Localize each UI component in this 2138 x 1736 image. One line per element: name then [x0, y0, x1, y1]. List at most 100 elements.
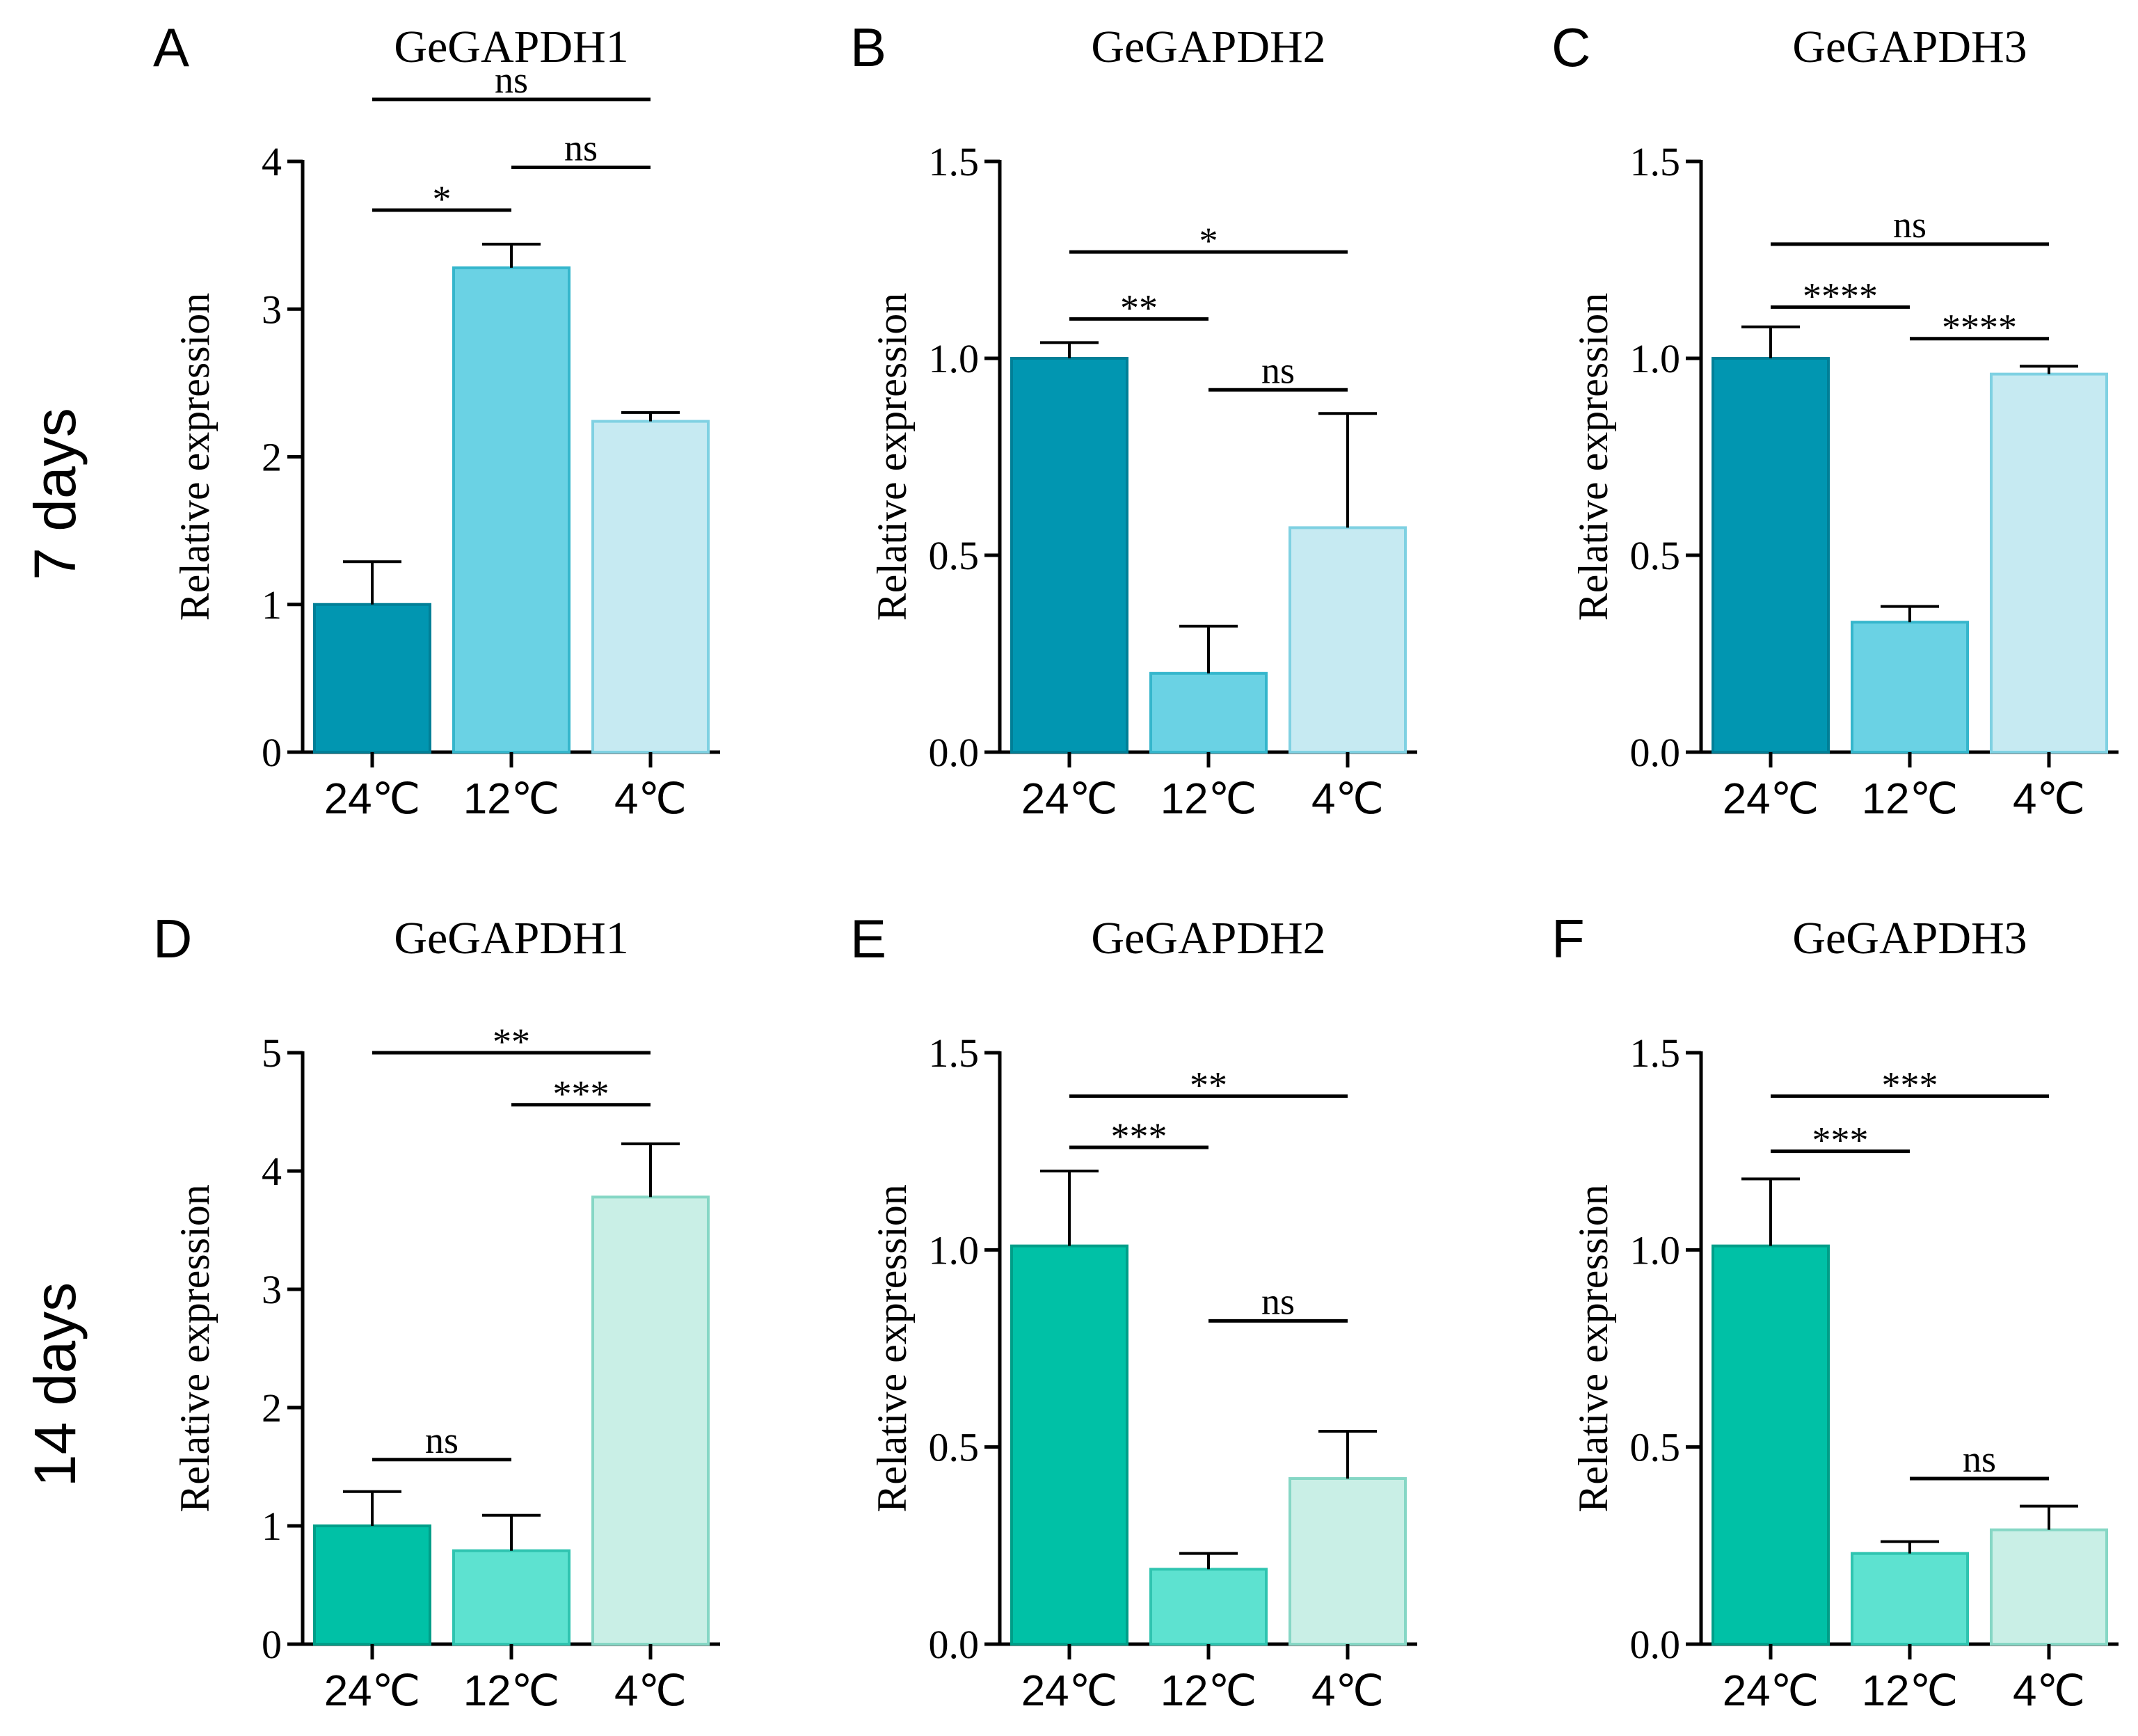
y-tick-label: 0.0 — [929, 1622, 980, 1667]
y-tick-label: 2 — [262, 1385, 282, 1431]
y-tick-label: 3 — [262, 1267, 282, 1312]
panel-c: C GeGAPDH3 0.0 0.5 1.0 1.5 Relative expression… — [1551, 17, 2119, 823]
panel-title: GeGAPDH1 — [394, 913, 628, 964]
significance-label: *** — [1111, 1115, 1167, 1157]
y-axis-title: Relative expression — [869, 293, 915, 621]
panel-title: GeGAPDH2 — [1091, 913, 1325, 964]
significance-label: *** — [1812, 1120, 1869, 1161]
significance-label: ** — [1190, 1064, 1227, 1106]
row-label: 14 days — [22, 1282, 88, 1487]
bar — [1010, 1244, 1128, 1646]
bar — [1712, 357, 1830, 754]
bar — [313, 1524, 431, 1646]
panel-f: F GeGAPDH3 0.0 0.5 1.0 1.5 Relative expression… — [1551, 908, 2119, 1715]
y-tick-label: 4 — [262, 1149, 282, 1194]
x-tick-label: 12℃ — [1862, 1667, 1958, 1715]
row-labels: 7 days 14 days — [22, 408, 88, 1487]
x-tick-label: 4℃ — [1311, 1667, 1384, 1715]
significance-label: ns — [495, 59, 528, 101]
x-tick-label: 12℃ — [463, 775, 560, 823]
y-axis-title: Relative expression — [1570, 293, 1616, 621]
significance-label: ns — [564, 127, 598, 168]
significance-label: ns — [1963, 1438, 1996, 1480]
bar — [1851, 1552, 1969, 1646]
bar — [591, 1195, 710, 1646]
y-tick-label: 1.5 — [929, 139, 980, 184]
y-axis-title: Relative expression — [172, 1184, 218, 1513]
significance-label: **** — [1942, 307, 2017, 349]
panel-letter: A — [153, 17, 189, 78]
panel-title: GeGAPDH3 — [1792, 22, 2027, 72]
panel-d: D GeGAPDH1 0 1 2 3 4 5 Relative expression 24℃ 12℃… — [153, 908, 720, 1715]
y-tick-label: 1.5 — [929, 1030, 980, 1076]
bar — [1149, 671, 1268, 754]
panel-title: GeGAPDH3 — [1792, 913, 2027, 964]
x-tick-label: 4℃ — [2013, 775, 2085, 823]
y-tick-label: 2 — [262, 435, 282, 480]
y-axis-title: Relative expression — [1570, 1184, 1616, 1513]
y-tick-label: 0.0 — [929, 730, 980, 775]
significance-label: ns — [1261, 349, 1295, 391]
y-axis-title: Relative expression — [869, 1184, 915, 1513]
x-tick-label: 4℃ — [1311, 775, 1384, 823]
y-tick-label: 0.5 — [929, 1425, 980, 1470]
x-tick-label: 24℃ — [1021, 775, 1118, 823]
significance-label: ** — [493, 1021, 530, 1062]
y-tick-label: 1.0 — [1630, 1227, 1681, 1273]
bar — [1289, 526, 1407, 754]
bar — [1990, 372, 2108, 754]
x-tick-label: 4℃ — [614, 775, 687, 823]
bar — [591, 420, 710, 754]
bar — [313, 603, 431, 754]
y-tick-label: 1 — [262, 582, 282, 628]
y-tick-label: 5 — [262, 1030, 282, 1076]
panel-b: B GeGAPDH2 0.0 0.5 1.0 1.5 Relative expression… — [850, 17, 1417, 823]
bar — [452, 266, 571, 754]
y-tick-label: 0.0 — [1630, 1622, 1681, 1667]
bar — [1851, 621, 1969, 754]
significance-label: ns — [1261, 1280, 1295, 1322]
panel-e: E GeGAPDH2 0.0 0.5 1.0 1.5 Relative expression… — [850, 908, 1417, 1715]
panel-a: A GeGAPDH1 0 1 2 3 4 Relative expression 24℃ 12℃ 4… — [153, 17, 720, 823]
panel-title: GeGAPDH1 — [394, 22, 628, 72]
panel-title: GeGAPDH2 — [1091, 22, 1325, 72]
y-tick-label: 4 — [262, 139, 282, 184]
y-tick-label: 0 — [262, 730, 282, 775]
x-tick-label: 4℃ — [614, 1667, 687, 1715]
x-tick-label: 12℃ — [1160, 775, 1257, 823]
bar — [1990, 1528, 2108, 1646]
x-tick-label: 24℃ — [1723, 1667, 1819, 1715]
y-tick-label: 0.5 — [1630, 1425, 1681, 1470]
y-tick-label: 0 — [262, 1622, 282, 1667]
significance-label: ** — [1120, 287, 1158, 328]
panel-letter: C — [1551, 17, 1590, 78]
y-tick-label: 0.5 — [1630, 533, 1681, 578]
bar — [1289, 1477, 1407, 1646]
x-tick-label: 24℃ — [324, 775, 421, 823]
row-label: 7 days — [22, 408, 88, 580]
y-tick-label: 1.0 — [929, 336, 980, 381]
x-tick-label: 4℃ — [2013, 1667, 2085, 1715]
panel-letter: F — [1551, 908, 1585, 969]
significance-label: *** — [1882, 1064, 1938, 1106]
y-tick-label: 3 — [262, 287, 282, 332]
y-tick-label: 0.5 — [929, 533, 980, 578]
bar — [1010, 357, 1128, 754]
y-tick-label: 1.5 — [1630, 139, 1681, 184]
significance-label: * — [1199, 220, 1218, 262]
significance-label: * — [433, 178, 452, 220]
panel-letter: B — [850, 17, 886, 78]
y-tick-label: 1.0 — [929, 1227, 980, 1273]
x-tick-label: 24℃ — [1021, 1667, 1118, 1715]
bar — [1712, 1244, 1830, 1646]
x-tick-label: 12℃ — [1160, 1667, 1257, 1715]
significance-label: *** — [553, 1073, 609, 1115]
y-tick-label: 0.0 — [1630, 730, 1681, 775]
x-tick-label: 12℃ — [463, 1667, 560, 1715]
y-tick-label: 1.5 — [1630, 1030, 1681, 1076]
panel-letter: E — [850, 908, 886, 969]
significance-label: ns — [425, 1419, 458, 1461]
significance-label: ns — [1893, 204, 1926, 246]
